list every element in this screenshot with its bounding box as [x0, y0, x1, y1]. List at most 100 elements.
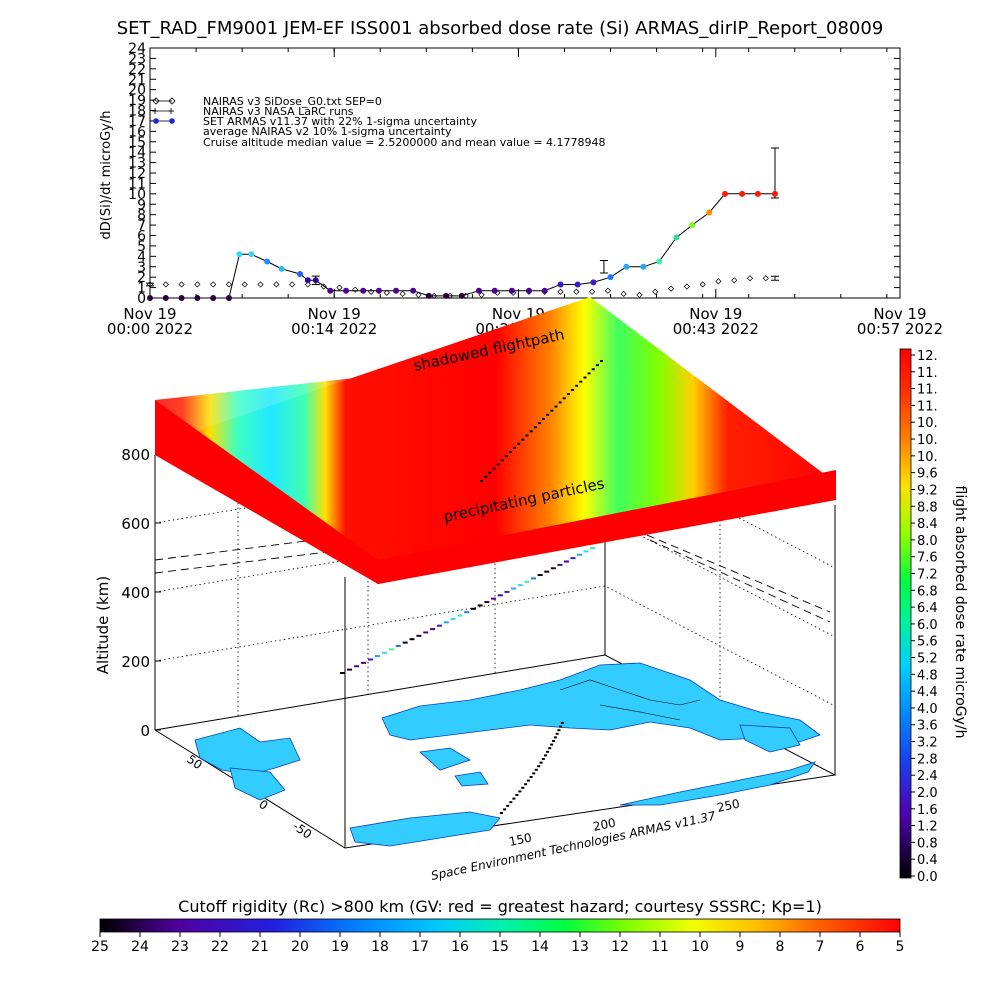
colorbar-tick-label: 2.8 — [917, 752, 938, 767]
slab-path-point — [517, 442, 521, 445]
colorbar-tick-label: 8.4 — [917, 517, 938, 532]
colorbar-tick-label: 12. — [917, 349, 938, 364]
armas-point — [360, 287, 367, 294]
armas-point — [640, 263, 647, 270]
nairas-point — [415, 291, 422, 298]
cutoff-rigidity-colorbar: Cutoff rigidity (Rc) >800 km (GV: red = … — [91, 897, 904, 955]
colorbar-tick-label: 9.6 — [917, 467, 938, 482]
slab-path-point — [500, 459, 504, 462]
cutoff-tick-label: 10 — [691, 939, 709, 955]
slab-path-point — [542, 417, 546, 420]
flight-point — [347, 668, 353, 671]
cutoff-tick-label: 5 — [896, 939, 905, 955]
colorbar-tick-label: 11. — [917, 399, 938, 414]
flight-point — [563, 560, 569, 563]
armas-point — [194, 295, 201, 301]
y-tick-label: 3 — [137, 260, 146, 276]
cutoff-tick-label: 6 — [856, 939, 865, 955]
armas-point — [541, 287, 548, 294]
colorbar-gradient — [899, 348, 912, 879]
nairas-point — [162, 281, 169, 288]
ground-track-point — [503, 808, 507, 811]
armas-point — [410, 287, 417, 294]
y-tick-label: 15 — [128, 135, 146, 151]
slab-path-point — [521, 438, 525, 441]
flight-point — [450, 617, 456, 620]
armas-point — [248, 251, 255, 258]
y-tick-label: 2 — [137, 270, 146, 286]
nairas-point — [478, 291, 485, 298]
flight-point — [436, 624, 442, 627]
alt-tick-label: 600 — [121, 515, 150, 533]
series-layer — [146, 147, 779, 301]
nairas-point — [731, 277, 738, 284]
cutoff-tick-label: 18 — [371, 939, 389, 955]
nairas-point — [194, 281, 201, 288]
colorbar-tick-label: 7.6 — [917, 551, 938, 566]
armas-point — [443, 292, 450, 299]
colorbar-tick-label: 9.2 — [917, 483, 938, 498]
flight-point — [544, 570, 550, 573]
y-tick-label: 22 — [128, 62, 146, 78]
x-tick-label: Nov 19 — [123, 305, 176, 323]
flight-point — [367, 658, 373, 661]
flight-point — [340, 672, 345, 674]
slab-path-point — [587, 372, 591, 375]
nairas-point — [699, 281, 706, 288]
legend-label-4: average NAIRAS v2 10% 1-sigma uncertaint… — [203, 125, 452, 138]
colorbar-tick-label: 10. — [917, 416, 938, 431]
cutoff-tick-label: 19 — [331, 939, 349, 955]
y-tick-label: 6 — [137, 229, 146, 245]
nairas-point — [273, 281, 280, 288]
flight-point — [531, 577, 537, 580]
nairas-point — [762, 275, 769, 282]
ground-track-point — [518, 790, 522, 793]
y-tick-label: 7 — [137, 218, 146, 234]
colorbar-tick-label: 11. — [917, 366, 938, 381]
cutoff-tick-label: 21 — [251, 939, 269, 955]
y-tick-label: 18 — [128, 104, 146, 120]
cutoff-tick-label: 22 — [211, 939, 229, 955]
ground-track-point — [559, 725, 563, 728]
cutoff-tick-label: 9 — [736, 939, 745, 955]
ground-track-point — [512, 797, 516, 800]
flight-point — [537, 574, 543, 577]
ground-track-point — [537, 765, 541, 768]
slab-path-point — [591, 368, 595, 371]
slab-path-point — [583, 376, 587, 379]
ground-track-point — [539, 761, 543, 764]
colorbar-tick-label: 0.8 — [917, 836, 938, 851]
y-tick-label: 24 — [128, 41, 146, 57]
nairas-point — [367, 288, 375, 295]
cutoff-title: Cutoff rigidity (Rc) >800 km (GV: red = … — [178, 897, 822, 916]
colorbar-tick-label: 7.2 — [917, 567, 938, 582]
flight-point — [374, 655, 380, 658]
x-tick-label: 00:00 2022 — [107, 320, 193, 338]
altitude-axis-label: Altitude (km) — [94, 576, 112, 674]
alt-tick-label: 800 — [121, 446, 150, 464]
slab-path-point — [566, 393, 570, 396]
armas-point — [689, 222, 696, 229]
y-tick-label: 19 — [128, 93, 146, 109]
armas-point — [607, 274, 614, 281]
ground-track-point — [521, 786, 525, 789]
flight-point — [511, 587, 517, 590]
slab-path-point — [496, 463, 500, 466]
flight-point — [491, 597, 497, 600]
slab-path-point — [579, 380, 583, 383]
cutoff-tick-label: 15 — [491, 939, 509, 955]
slab-path-point — [488, 471, 492, 474]
nairas-point — [557, 288, 564, 295]
colorbar-tick-label: 0.4 — [917, 853, 938, 868]
y-tick-label: 20 — [128, 83, 146, 99]
cutoff-tick-label: 13 — [571, 939, 589, 955]
altitude-ticks: 0 200 400 600 800 — [121, 446, 161, 740]
slab-path-point — [480, 480, 483, 482]
legend-label-2: NAIRAS v3 NASA LaRC runs — [203, 105, 354, 118]
slab-path-point — [508, 451, 512, 454]
y-tick-label: 10 — [128, 187, 146, 203]
y-tick-label: 0 — [137, 291, 146, 307]
nairas-point — [667, 285, 675, 292]
slab-path-point — [575, 384, 579, 387]
